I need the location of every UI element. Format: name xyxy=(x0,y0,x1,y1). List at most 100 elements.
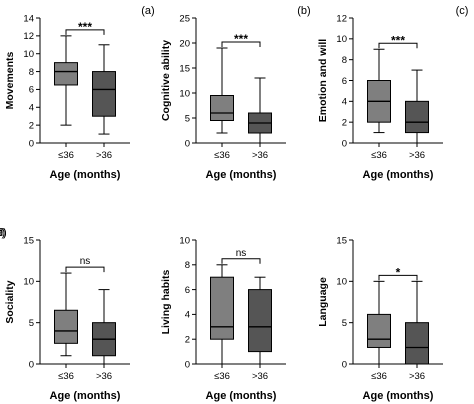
y-tick-label: 12 xyxy=(336,13,347,24)
x-tick-label: ≤36 xyxy=(371,371,387,382)
box-le36 xyxy=(54,35,78,126)
y-tick-label: 15 xyxy=(336,235,347,246)
y-tick-label: 5 xyxy=(342,318,347,329)
y-tick-label: 14 xyxy=(23,13,34,24)
box-iqr xyxy=(210,95,234,121)
significance-label: ns xyxy=(80,256,91,267)
y-tick-label: 6 xyxy=(342,76,347,87)
significance-label: *** xyxy=(78,20,92,34)
y-tick-label: 6 xyxy=(29,85,34,96)
significance-label: *** xyxy=(391,33,405,47)
y-tick-label: 10 xyxy=(179,88,190,99)
y-tick-label: 0 xyxy=(185,359,190,370)
significance-bracket xyxy=(378,42,418,49)
x-axis-title: Age (months) xyxy=(206,169,277,181)
y-tick-label: 15 xyxy=(23,235,34,246)
y-tick-label: 2 xyxy=(185,335,190,346)
box-iqr xyxy=(210,276,234,340)
y-tick-label: 5 xyxy=(29,318,34,329)
panel-b: 0 5 10 15 20 25 ≤36 >36 *** Age (months) Cognitive… xyxy=(160,5,311,181)
box-iqr xyxy=(405,100,429,134)
x-tick-label: ≤36 xyxy=(58,150,74,161)
y-tick-label: 8 xyxy=(342,55,347,66)
x-tick-label: ≤36 xyxy=(58,371,74,382)
x-tick-label: >36 xyxy=(252,371,268,382)
x-tick-label: >36 xyxy=(96,150,112,161)
x-tick-label: >36 xyxy=(96,371,112,382)
panel-letter: (a) xyxy=(141,5,154,17)
significance-bracket xyxy=(65,29,105,35)
box-le36 xyxy=(210,47,234,134)
x-axis-title: Age (months) xyxy=(363,390,434,402)
y-tick-label: 15 xyxy=(179,63,190,74)
y-tick-label: 0 xyxy=(29,138,34,149)
y-tick-label: 10 xyxy=(23,277,34,288)
y-axis-title: Movements xyxy=(4,51,16,109)
significance-label: * xyxy=(396,265,401,279)
box-gt36 xyxy=(405,69,429,144)
box-iqr xyxy=(92,71,116,117)
x-tick-label: ≤36 xyxy=(214,371,230,382)
y-tick-label: 0 xyxy=(185,138,190,149)
panel-letter: (d) xyxy=(0,227,7,239)
y-tick-label: 2 xyxy=(342,117,347,128)
box-iqr xyxy=(367,313,391,348)
y-tick-label: 5 xyxy=(185,113,190,124)
y-tick-label: 6 xyxy=(185,285,190,296)
box-iqr xyxy=(54,309,78,344)
panel-e: 0 2 4 6 8 10 ≤36 >36 ns Age (months) Living habits… xyxy=(0,227,286,402)
box-le36 xyxy=(210,264,234,365)
significance-bracket xyxy=(221,41,261,47)
y-tick-label: 10 xyxy=(336,34,347,45)
x-tick-label: >36 xyxy=(409,371,425,382)
y-tick-label: 0 xyxy=(342,138,347,149)
y-tick-label: 12 xyxy=(23,31,34,42)
panel-letter: (c) xyxy=(456,5,469,17)
y-tick-label: 0 xyxy=(29,359,34,370)
x-tick-label: ≤36 xyxy=(214,150,230,161)
x-tick-label: ≤36 xyxy=(371,150,387,161)
panel-c: 0 2 4 6 8 10 12 ≤36 >36 *** Age (months) Emotion an… xyxy=(317,5,468,181)
y-tick-label: 4 xyxy=(185,310,190,321)
x-axis-title: Age (months) xyxy=(363,169,434,181)
y-tick-label: 10 xyxy=(179,235,190,246)
y-tick-label: 2 xyxy=(29,120,34,131)
y-tick-label: 4 xyxy=(342,97,347,108)
y-axis-title: Emotion and will xyxy=(317,39,329,122)
significance-label: *** xyxy=(234,32,248,46)
significance-label: ns xyxy=(236,248,247,259)
panel-letter: (f) xyxy=(0,227,5,239)
box-iqr xyxy=(405,322,429,365)
y-axis-title: Language xyxy=(317,277,329,327)
box-le36 xyxy=(367,48,391,134)
y-tick-label: 8 xyxy=(185,260,190,271)
y-tick-label: 4 xyxy=(29,103,34,114)
box-iqr xyxy=(54,62,78,86)
y-axis-title: Sociality xyxy=(4,280,16,323)
significance-bracket xyxy=(378,274,418,281)
panel-letter: (e) xyxy=(0,227,7,239)
y-axis-title: Living habits xyxy=(160,269,172,334)
y-tick-label: 20 xyxy=(179,38,190,49)
x-axis-title: Age (months) xyxy=(206,390,277,402)
box-le36 xyxy=(54,272,78,357)
x-axis-title: Age (months) xyxy=(50,169,121,181)
y-tick-label: 10 xyxy=(23,49,34,60)
y-tick-label: 25 xyxy=(179,13,190,24)
y-tick-label: 8 xyxy=(29,67,34,78)
significance-bracket xyxy=(65,266,105,273)
box-gt36 xyxy=(92,289,116,365)
box-gt36 xyxy=(405,280,429,365)
box-gt36 xyxy=(248,276,272,365)
y-tick-label: 0 xyxy=(342,359,347,370)
y-tick-label: 10 xyxy=(336,277,347,288)
x-tick-label: >36 xyxy=(252,150,268,161)
box-iqr xyxy=(248,289,272,353)
box-gt36 xyxy=(92,44,116,135)
panel-f: 0 5 10 15 ≤36 >36 * Age (months) Language (f) xyxy=(0,227,443,402)
box-le36 xyxy=(367,280,391,365)
panel-d: 0 5 10 15 ≤36 >36 ns Age (months) Sociality (d) xyxy=(0,227,130,402)
box-gt36 xyxy=(248,77,272,144)
panel-letter: (b) xyxy=(297,5,310,17)
